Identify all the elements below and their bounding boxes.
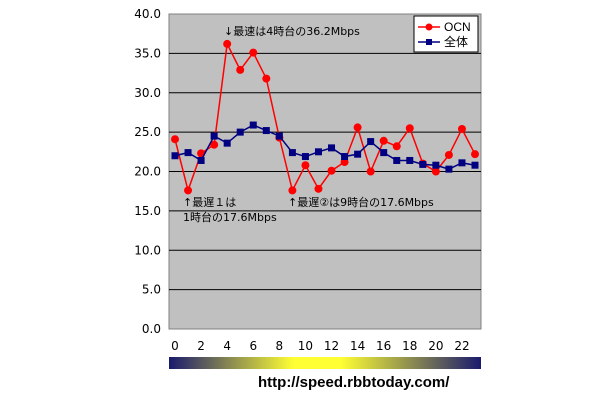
data-point (366, 167, 375, 176)
data-point (379, 136, 388, 145)
data-point (249, 48, 258, 57)
x-tick-label: 10 (298, 339, 313, 353)
x-tick-label: 14 (350, 339, 365, 353)
data-point (210, 132, 218, 140)
x-tick-label: 8 (276, 339, 284, 353)
data-point (471, 161, 479, 169)
x-tick-label: 22 (454, 339, 469, 353)
y-tick-label: 35.0 (134, 46, 161, 60)
x-tick-label: 6 (249, 339, 257, 353)
data-point (432, 161, 440, 169)
data-point (184, 186, 193, 195)
source-url: http://speed.rbbtoday.com/ (258, 374, 450, 391)
time-of-day-gradient-bar (169, 357, 481, 369)
legend-box (413, 15, 479, 53)
x-axis-ticks: 0 2 4 6 8 10 12 14 16 18 20 22 (171, 339, 469, 353)
data-point (328, 144, 336, 152)
x-tick-label: 20 (428, 339, 443, 353)
data-point (236, 65, 245, 74)
y-tick-label: 0.0 (142, 322, 161, 336)
data-point (406, 156, 414, 164)
annotation-label: ↑最遅１は (183, 196, 236, 209)
data-point (262, 127, 270, 135)
data-point (223, 39, 232, 48)
data-point (171, 135, 179, 144)
data-point (314, 184, 323, 193)
data-point (249, 121, 257, 129)
data-point (171, 152, 179, 160)
data-point (444, 150, 453, 159)
x-tick-label: 16 (376, 339, 391, 353)
y-tick-label: 15.0 (134, 204, 161, 218)
data-point (314, 148, 322, 156)
data-point (288, 149, 296, 157)
data-point (340, 158, 349, 167)
data-point (341, 153, 349, 161)
x-tick-label: 0 (171, 339, 179, 353)
y-axis-ticks: 0.0 5.0 10.0 15.0 20.0 25.0 30.0 35.0 40.0 (134, 7, 161, 336)
legend-swatch-marker (426, 39, 432, 45)
x-tick-label: 12 (324, 339, 339, 353)
data-point (301, 161, 310, 170)
data-point (405, 124, 414, 133)
x-tick-label: 2 (197, 339, 205, 353)
data-point (392, 142, 401, 151)
data-point (445, 165, 453, 173)
data-point (236, 128, 244, 136)
data-point (419, 160, 427, 168)
data-point (288, 186, 297, 195)
data-point (275, 132, 283, 140)
data-point (471, 150, 479, 159)
legend-label: OCN (444, 20, 471, 34)
data-point (367, 138, 375, 146)
data-point (353, 123, 362, 132)
y-tick-label: 30.0 (134, 86, 161, 100)
legend-label: 全体 (444, 34, 468, 49)
y-tick-label: 20.0 (134, 165, 161, 179)
data-point (184, 149, 192, 157)
data-point (457, 124, 466, 133)
y-tick-label: 40.0 (134, 7, 161, 21)
data-point (223, 139, 231, 147)
data-point (380, 149, 388, 157)
series-layer (171, 39, 479, 195)
annotation-label: 1時台の17.6Mbps (183, 210, 277, 224)
data-point (354, 150, 362, 158)
annotation-label: ↓最速は4時台の36.2Mbps (224, 24, 360, 38)
data-point (197, 156, 205, 164)
x-tick-label: 4 (223, 339, 231, 353)
annotation-label: ↑最遅②は9時台の17.6Mbps (288, 195, 434, 209)
data-point (431, 167, 440, 176)
data-point (393, 156, 401, 164)
y-tick-label: 25.0 (134, 125, 161, 139)
data-point (327, 166, 336, 175)
data-point (458, 159, 466, 167)
y-tick-label: 5.0 (142, 283, 161, 297)
legend-swatch-marker (425, 23, 433, 31)
data-point (262, 74, 271, 83)
data-point (301, 153, 309, 161)
x-tick-label: 18 (402, 339, 417, 353)
data-point (210, 140, 219, 149)
y-tick-label: 10.0 (134, 243, 161, 257)
gridlines (169, 52, 481, 291)
